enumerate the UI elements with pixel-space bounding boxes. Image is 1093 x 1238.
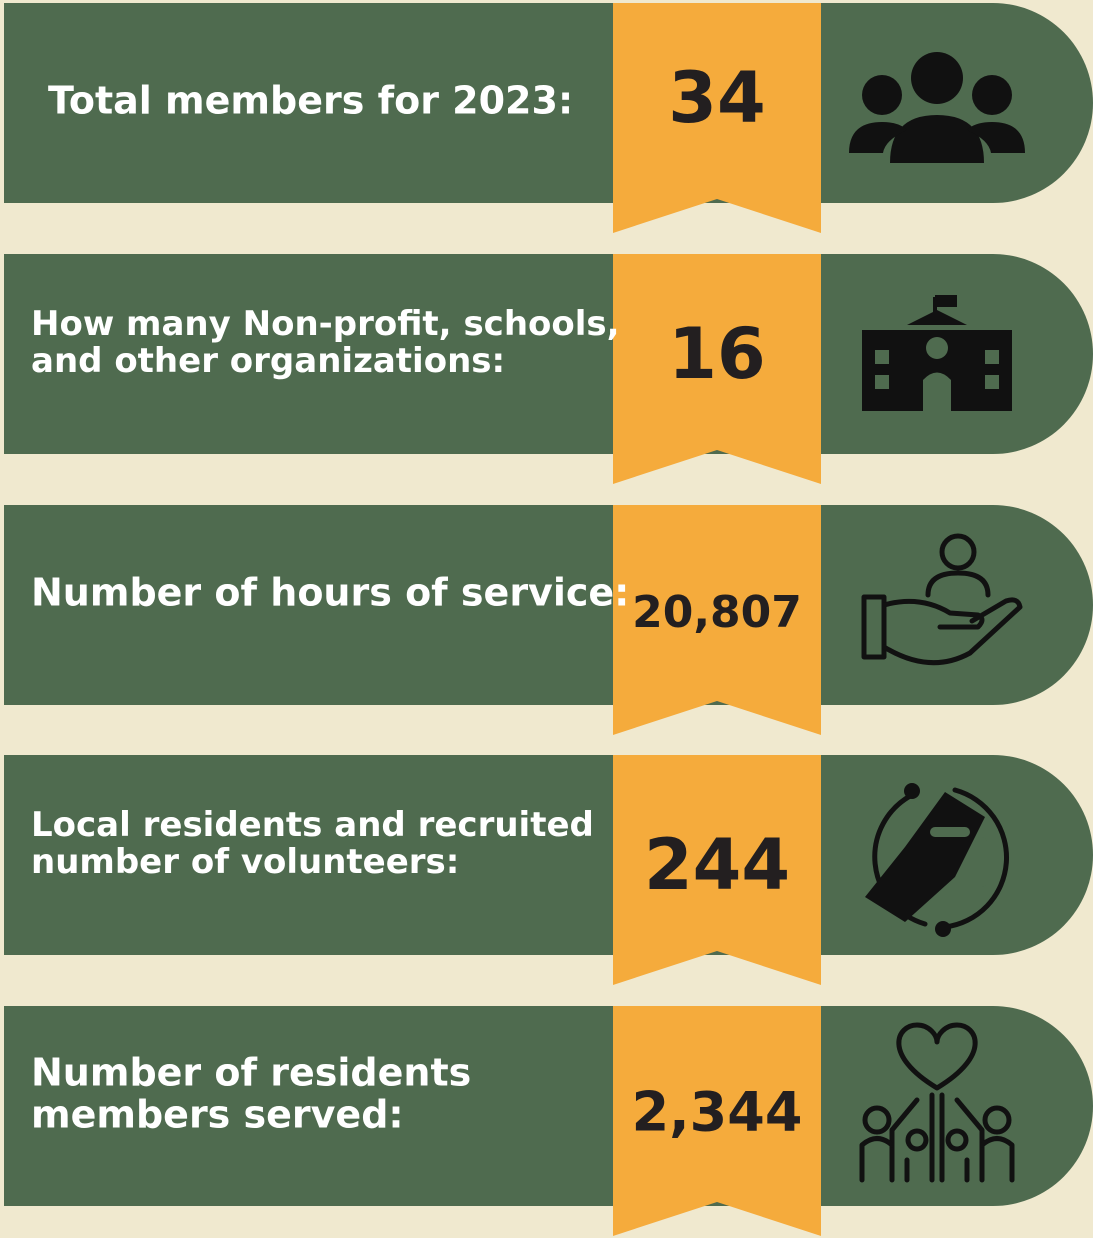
value-ribbon: [613, 755, 821, 985]
stat-value: 20,807: [632, 587, 802, 638]
stat-label: How many Non-profit, schools,: [31, 304, 620, 344]
stat-label: Total members for 2023:: [48, 79, 573, 123]
service-icon: [861, 533, 1023, 666]
value-ribbon: [613, 3, 821, 233]
stat-label: number of volunteers:: [31, 842, 459, 882]
value-ribbon: [613, 505, 821, 735]
stat-value: 16: [668, 313, 765, 395]
stat-row: Total members for 2023: 34: [4, 3, 1093, 233]
stat-label: Number of hours of service:: [31, 571, 629, 615]
stat-label: members served:: [31, 1092, 404, 1136]
residents-icon: [859, 1022, 1015, 1183]
stat-value: 34: [668, 57, 765, 139]
icons: [849, 52, 1025, 1183]
stat-label: Number of residents: [31, 1051, 471, 1095]
volunteer-icon: [865, 783, 1009, 937]
value-ribbon: [613, 254, 821, 484]
value-ribbon: [613, 1006, 821, 1236]
stat-label: Local residents and recruited: [31, 805, 594, 845]
stat-label: and other organizations:: [31, 341, 505, 381]
stat-value: 244: [644, 824, 790, 906]
stat-value: 2,344: [632, 1081, 803, 1144]
stat-row: Number of hours of service: 20,807: [4, 505, 1093, 735]
school-icon: [862, 295, 1012, 411]
stat-row: How many Non-profit, schools,and other o…: [4, 254, 1093, 484]
people-icon: [849, 52, 1025, 163]
